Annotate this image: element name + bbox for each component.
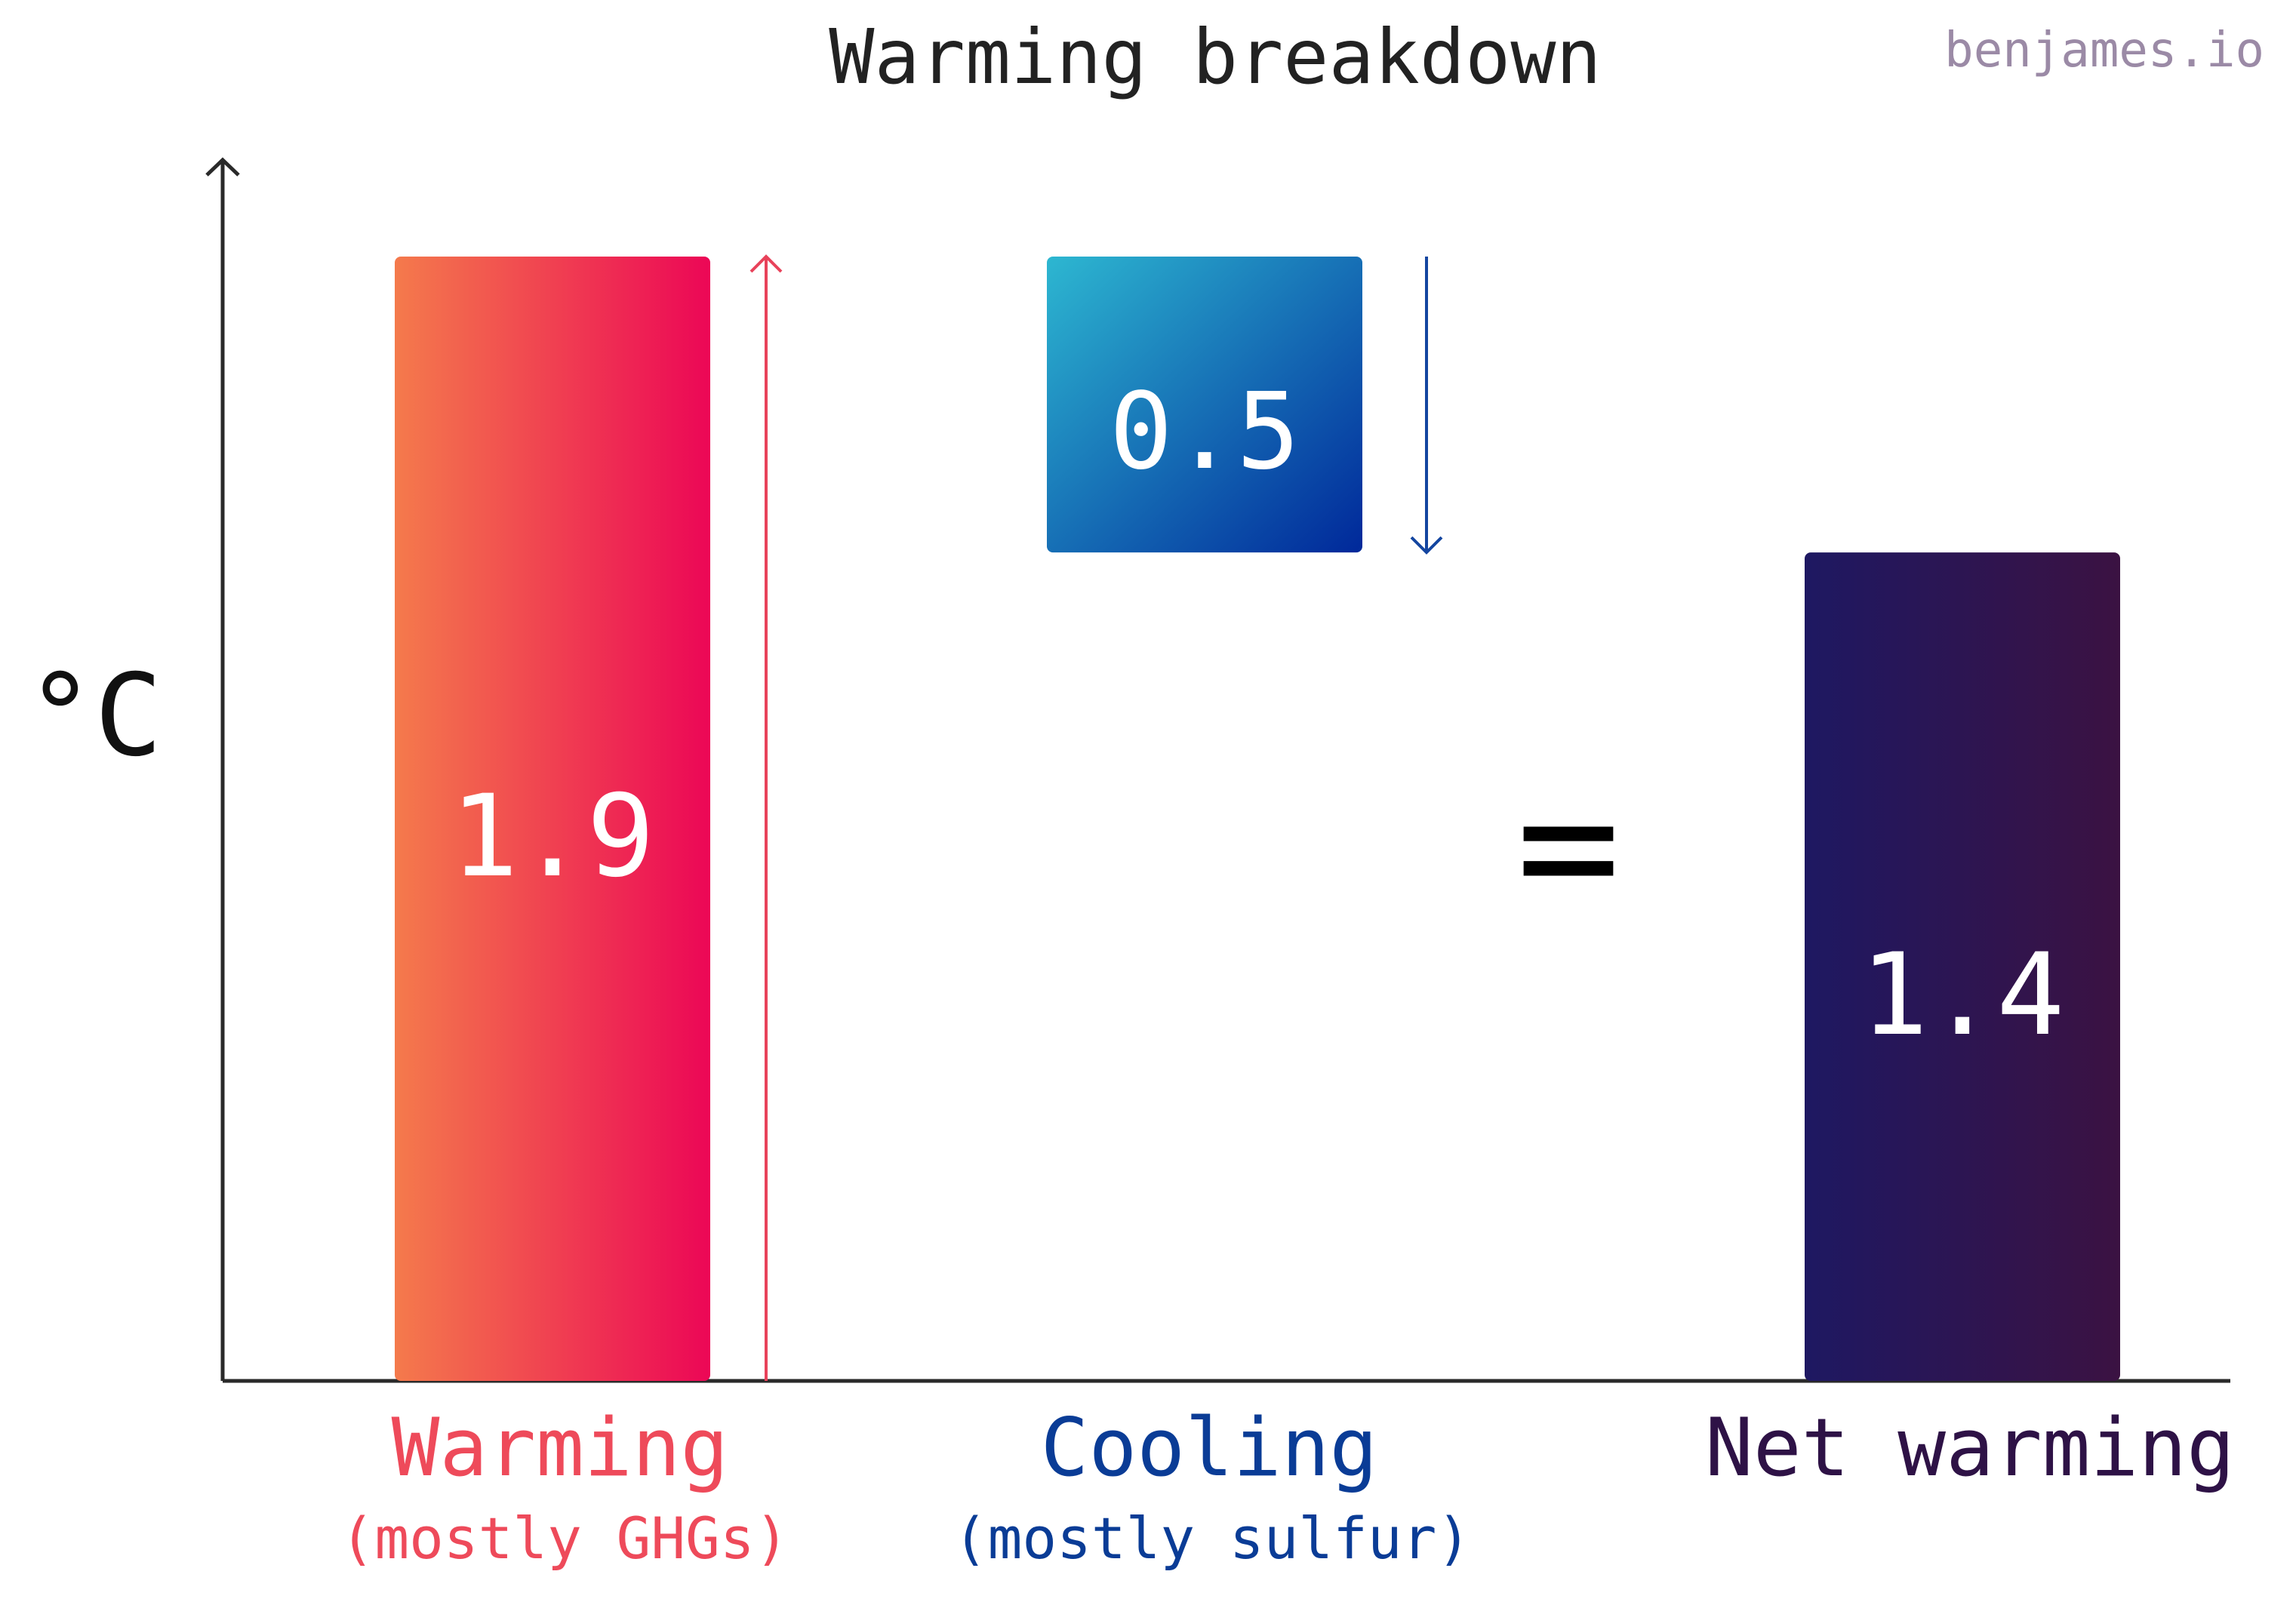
up-arrow (749, 254, 783, 1381)
bar-group-cooling: 0.5 Cooling (mostly sulfur) (953, 257, 1471, 1572)
equals-sign: = (1516, 746, 1620, 947)
y-axis-arrowhead (205, 157, 240, 177)
bar-net (1805, 552, 2120, 1382)
chart-title: Warming breakdown (829, 13, 1602, 101)
category-label-net: Net warming (1705, 1401, 2235, 1494)
bar-group-warming: 1.9 Warming (mostly GHGs) (340, 254, 789, 1572)
value-label-cooling: 0.5 (1110, 371, 1300, 494)
value-label-warming: 1.9 (451, 771, 655, 902)
bar-cooling (1047, 257, 1362, 553)
bar-group-net: 1.4 Net warming (1705, 552, 2235, 1494)
value-label-net: 1.4 (1860, 930, 2065, 1061)
category-sublabel-cooling: (mostly sulfur) (953, 1505, 1471, 1572)
category-sublabel-warming: (mostly GHGs) (340, 1505, 789, 1572)
y-axis-label: °C (26, 650, 163, 782)
category-label-warming: Warming (392, 1401, 729, 1494)
category-label-cooling: Cooling (1041, 1401, 1378, 1494)
watermark: benjames.io (1944, 23, 2264, 78)
bars-layer: 1.9 Warming (mostly GHGs) 0.5 Cooling (mostly… (340, 254, 2235, 1572)
down-arrow (1410, 257, 1443, 555)
bar-warming (395, 257, 710, 1381)
y-axis (205, 157, 240, 1381)
